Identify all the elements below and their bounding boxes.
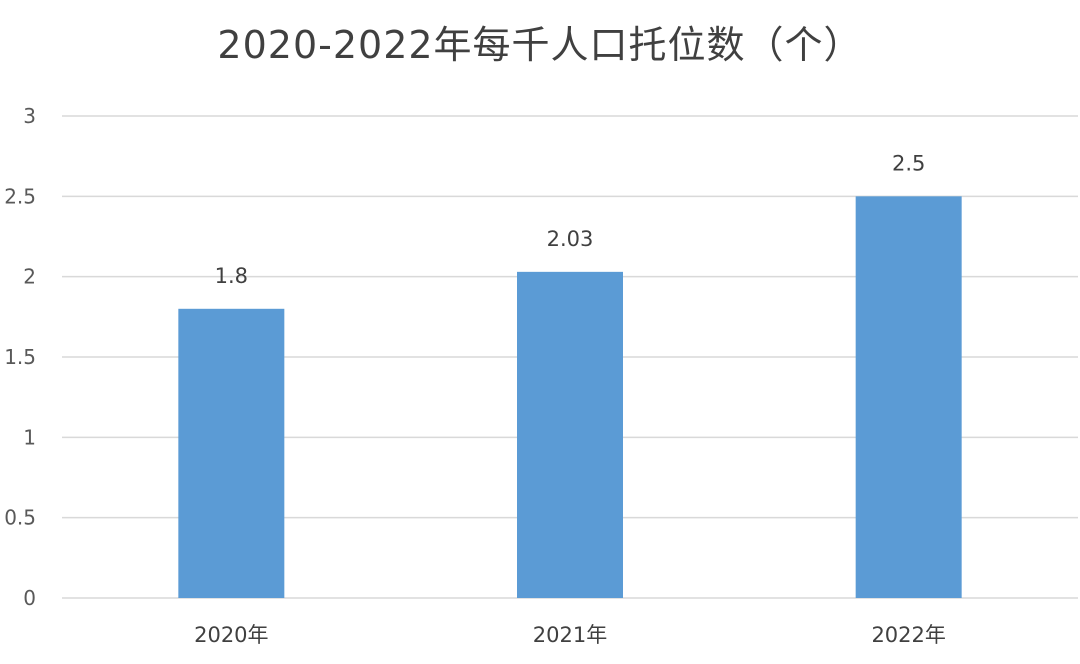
data-label: 1.8: [215, 264, 248, 288]
y-tick-label: 0.5: [4, 506, 36, 530]
data-label: 2.03: [547, 227, 594, 251]
data-label: 2.5: [892, 151, 925, 175]
chart-title: 2020-2022年每千人口托位数（个）: [217, 23, 863, 67]
y-tick-label: 2.5: [4, 184, 36, 208]
x-category-label: 2021年: [533, 623, 607, 647]
y-tick-label: 3: [23, 104, 36, 128]
y-tick-label: 1: [23, 425, 36, 449]
y-tick-label: 2: [23, 265, 36, 289]
data-labels: 1.8 2.03 2.5: [215, 151, 926, 287]
bars: [178, 196, 962, 599]
x-category-label: 2022年: [871, 623, 945, 647]
bar: [517, 271, 623, 598]
x-category-label: 2020年: [194, 623, 268, 647]
y-tick-label: 0: [23, 586, 36, 610]
y-axis-ticks: 0 0.5 1 1.5 2 2.5 3: [4, 104, 36, 610]
bar: [178, 308, 285, 598]
x-axis-labels: 2020年 2021年 2022年: [194, 623, 946, 647]
bar: [855, 196, 962, 599]
y-tick-label: 1.5: [4, 345, 36, 369]
